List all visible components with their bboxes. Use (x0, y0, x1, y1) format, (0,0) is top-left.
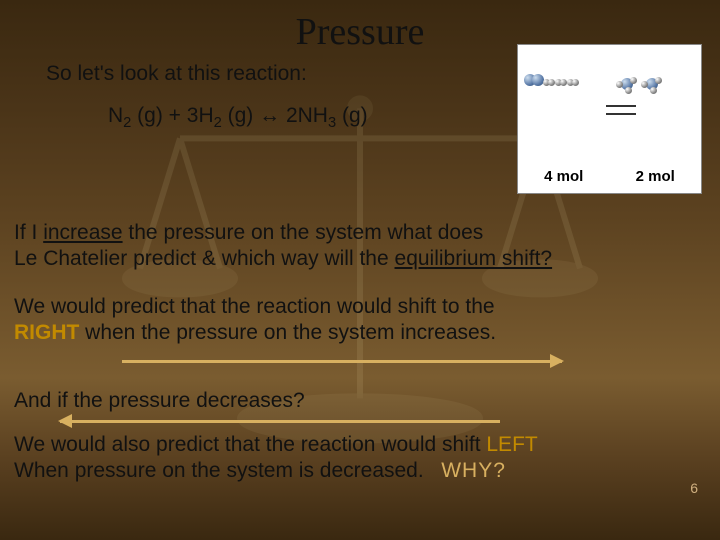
left-mol-label: 4 mol (538, 168, 589, 185)
eq-reactant1: N (108, 104, 123, 127)
eq-sub2: 2 (214, 115, 222, 131)
a1-part-b: when the pressure on the system increase… (79, 321, 496, 344)
eq-state1: (g) + 3H (131, 104, 213, 127)
intro-text: So let's look at this reaction: (46, 62, 307, 86)
a1-right: RIGHT (14, 321, 79, 344)
a2-left: LEFT (481, 433, 538, 456)
slide-number: 6 (690, 480, 698, 496)
right-mol-label: 2 mol (630, 168, 681, 185)
q1-part-a: If I (14, 221, 43, 244)
molecule-diagram: 4 mol 2 mol (517, 44, 702, 194)
eq-mid: (g) ↔ 2NH (222, 104, 328, 127)
shift-left-arrow-icon (60, 420, 500, 423)
shift-right-arrow-icon (122, 360, 562, 363)
h2-molecule (568, 73, 578, 91)
reaction-equation: N2 (g) + 3H2 (g) ↔ 2NH3 (g) (108, 104, 368, 131)
eq-tail: (g) (336, 104, 368, 127)
q1-eqshift: equilibrium shift? (395, 247, 553, 270)
eq-sub3: 3 (328, 115, 336, 131)
q1-part-b: the pressure on the system what does (123, 221, 484, 244)
n2-molecule (526, 73, 542, 91)
h2-molecule (556, 73, 566, 91)
q1-increase: increase (43, 221, 122, 244)
answer-1: We would predict that the reaction would… (14, 294, 706, 345)
question-1: If I increase the pressure on the system… (14, 220, 706, 271)
product-molecules (623, 77, 691, 95)
question-2: And if the pressure decreases? (14, 388, 706, 414)
q1-part-c: Le Chatelier predict & which way will th… (14, 247, 395, 270)
h2-molecule (544, 73, 554, 91)
equilibrium-arrows-icon (606, 103, 636, 117)
a2-part-b: When pressure on the system is decreased… (14, 459, 424, 482)
a1-part-a: We would predict that the reaction would… (14, 295, 495, 318)
reactant-molecules (526, 73, 611, 91)
mol-labels-row: 4 mol 2 mol (518, 168, 701, 185)
a2-part-a: We would also predict that the reaction … (14, 433, 481, 456)
answer-2-line1: We would also predict that the reaction … (14, 432, 706, 458)
why-prompt: WHY? (441, 459, 506, 482)
answer-2-line2: When pressure on the system is decreased… (14, 458, 706, 484)
nh3-molecule (648, 77, 671, 95)
